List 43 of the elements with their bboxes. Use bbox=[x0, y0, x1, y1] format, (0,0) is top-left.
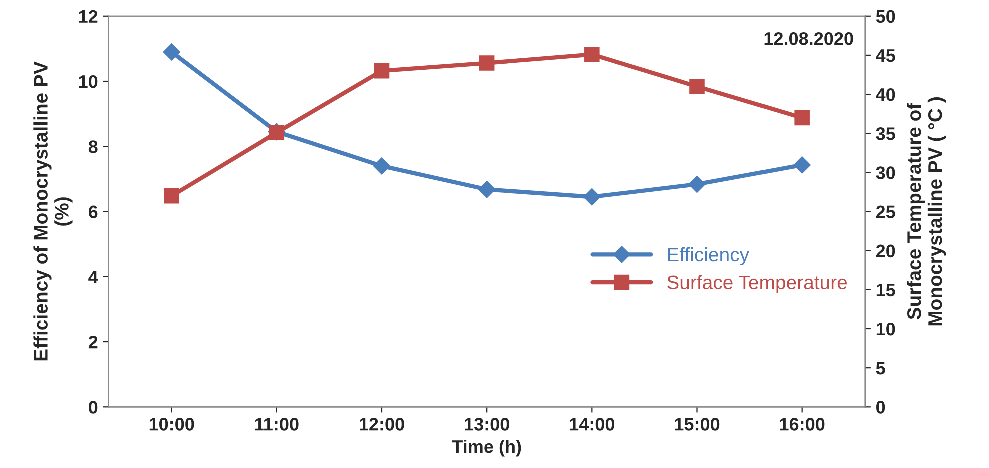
x-tick-label: 16:00 bbox=[780, 418, 825, 431]
point bbox=[479, 56, 495, 71]
y2-tick-label: 50 bbox=[876, 10, 896, 24]
point bbox=[164, 188, 180, 204]
y-tick-label: 10 bbox=[79, 75, 98, 88]
point bbox=[584, 47, 600, 62]
point bbox=[688, 176, 706, 193]
y-tick-label: 4 bbox=[88, 271, 98, 284]
legend-label: Surface Temperature bbox=[668, 275, 848, 294]
y2-axis-title: Surface Temperature of Monocrystalline PV ( °C ) bbox=[906, 98, 946, 326]
y2-tick-label: 0 bbox=[876, 401, 886, 414]
y2-tick-label: 35 bbox=[876, 128, 896, 140]
x-tick-label: 13:00 bbox=[465, 418, 510, 431]
y2-tick-label: 45 bbox=[876, 50, 896, 62]
annotation: 12.08.2020 bbox=[764, 32, 854, 46]
point bbox=[794, 156, 811, 174]
x-tick-label: 14:00 bbox=[570, 418, 615, 431]
point bbox=[478, 181, 496, 198]
y-tick-label: 0 bbox=[89, 401, 98, 414]
y2-tick-label: 20 bbox=[876, 244, 896, 258]
point bbox=[690, 79, 705, 94]
y-tick-label: 6 bbox=[88, 206, 98, 218]
y-tick-label: 12 bbox=[79, 10, 98, 23]
y2-tick-label: 40 bbox=[876, 88, 896, 102]
legend-label: Efficiency bbox=[668, 247, 750, 266]
point bbox=[794, 110, 810, 126]
y2-tick-label: 10 bbox=[876, 322, 896, 336]
x-axis-title: Time (h) bbox=[452, 440, 522, 457]
y2-tick-label: 15 bbox=[876, 284, 896, 297]
y2-tick-label: 5 bbox=[876, 362, 886, 375]
x-tick-label: 12:00 bbox=[360, 418, 404, 431]
x-tick-label: 10:00 bbox=[150, 418, 194, 431]
y-axis-title: Efficiency of Monocrystalline PV (%) bbox=[34, 62, 73, 361]
point bbox=[584, 188, 601, 206]
point bbox=[373, 158, 391, 175]
point bbox=[374, 63, 390, 79]
x-tick-label: 11:00 bbox=[255, 418, 299, 431]
y2-tick-label: 30 bbox=[876, 166, 896, 180]
y-tick-label: 2 bbox=[88, 336, 98, 349]
point bbox=[163, 44, 180, 61]
y2-tick-label: 25 bbox=[876, 206, 896, 218]
y-tick-label: 8 bbox=[88, 140, 98, 154]
x-tick-label: 15:00 bbox=[675, 418, 720, 431]
